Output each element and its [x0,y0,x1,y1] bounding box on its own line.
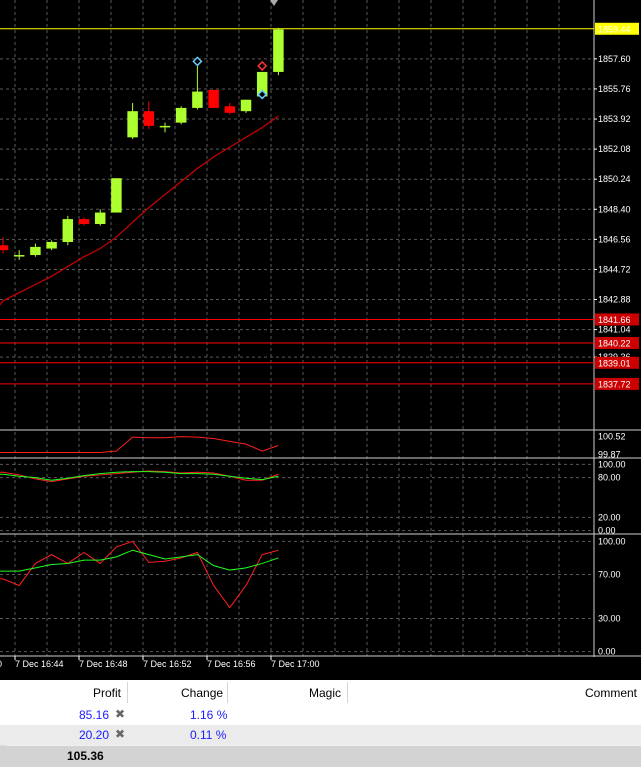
candle-bull [159,125,171,128]
price-tick-label: 1853.92 [598,114,631,124]
candle-bull [240,99,252,112]
level-label: 1837.72 [598,379,631,389]
candle-bull [111,178,122,213]
candle-bear [0,245,9,251]
price-tick-label: 1855.76 [598,84,631,94]
candle-bull [13,255,25,257]
time-axis-label: 7 Dec 17:00 [271,659,320,669]
indicator-line [0,471,279,481]
indicator-line [0,540,279,609]
level-label: 1840.22 [598,339,631,349]
candle-bull [175,107,187,123]
price-tick-label: 1844.72 [598,264,631,274]
trade-panel: Profit Change Magic Comment 85.16 ✖ 1.16… [0,680,641,767]
level-label: 1839.01 [598,358,631,368]
candle-bull [94,212,106,224]
indicator-line [0,470,279,483]
candle-bear [224,106,236,113]
indicator-tick-label: 0.00 [598,526,616,536]
candle-bull [127,111,138,138]
total-row: 105.36 [0,746,641,767]
level-label-bg [595,337,639,350]
indicator-line [0,549,279,572]
buy-marker-icon [192,56,203,67]
profit-value: 85.16 [79,708,110,722]
current-price-label: 1859.44 [598,24,631,34]
level-label-bg [595,356,639,369]
time-axis-label: 7 Dec 16:48 [79,659,128,669]
price-tick-label: 1857.60 [598,54,631,64]
indicator-tick-label: 20.00 [598,512,621,522]
magic-header[interactable]: Magic [309,686,342,700]
indicator-tick-label: 100.52 [598,432,626,442]
column-divider [127,682,128,703]
indicator-line [0,436,279,453]
candle-bear [143,111,155,126]
indicator-tick-label: 99.87 [598,450,621,460]
candle-bull [46,241,57,249]
total-profit: 105.36 [67,749,104,763]
level-label-bg [595,377,639,390]
buy-marker-icon [257,89,268,100]
close-position-icon[interactable]: ✖ [115,707,126,721]
price-tick-label: 1841.04 [598,325,631,335]
level-label: 1841.66 [598,315,631,325]
candle-bull [256,71,268,97]
close-position-icon[interactable]: ✖ [115,727,126,741]
comment-header[interactable]: Comment [585,686,638,700]
price-tick-label: 1850.24 [598,174,631,184]
candle-bear [208,89,219,108]
price-tick-label: 1842.88 [598,295,631,305]
profit-header[interactable]: Profit [93,686,122,700]
period-marker-icon [270,0,278,6]
level-label-bg [595,313,639,326]
profit-value: 20.20 [79,728,110,742]
indicator-tick-label: 70.00 [598,569,621,579]
table-row[interactable]: 85.16 ✖ 1.16 % [0,705,641,725]
candle-bull [273,29,284,72]
indicator-tick-label: 100.00 [598,459,626,469]
column-divider [347,682,348,703]
table-row[interactable]: 20.20 ✖ 0.11 % [0,725,641,745]
price-tick-label: 1852.08 [598,144,631,154]
candle-bull [62,219,74,242]
indicator-tick-label: 30.00 [598,614,621,624]
sell-marker-icon [257,60,268,71]
candle-bear [78,219,90,224]
price-tick-label: 1846.56 [598,234,631,244]
time-axis-label: 0 [0,659,2,669]
column-divider [227,682,228,703]
candle-bull [192,91,203,108]
price-tick-label: 1848.40 [598,204,631,214]
indicator-tick-label: 100.00 [598,536,626,546]
change-value: 1.16 % [190,708,228,722]
trade-table-header: Profit Change Magic Comment [0,680,641,706]
indicator-tick-label: 0.00 [598,647,616,657]
current-price-label-bg [595,22,639,35]
price-chart-svg[interactable]: 1857.60 1855.76 1853.92 1852.08 1850.24 1848.… [0,0,641,680]
change-value: 0.11 % [190,728,227,742]
indicator-tick-label: 80.00 [598,473,621,483]
moving-average-line [0,115,279,306]
time-axis-label: 7 Dec 16:56 [207,659,256,669]
candle-bull [30,246,41,256]
change-header[interactable]: Change [181,686,224,700]
time-axis-label: 7 Dec 16:52 [143,659,192,669]
chart-area[interactable]: 1857.60 1855.76 1853.92 1852.08 1850.24 1848.… [0,0,641,680]
time-axis-label: 7 Dec 16:44 [15,659,64,669]
